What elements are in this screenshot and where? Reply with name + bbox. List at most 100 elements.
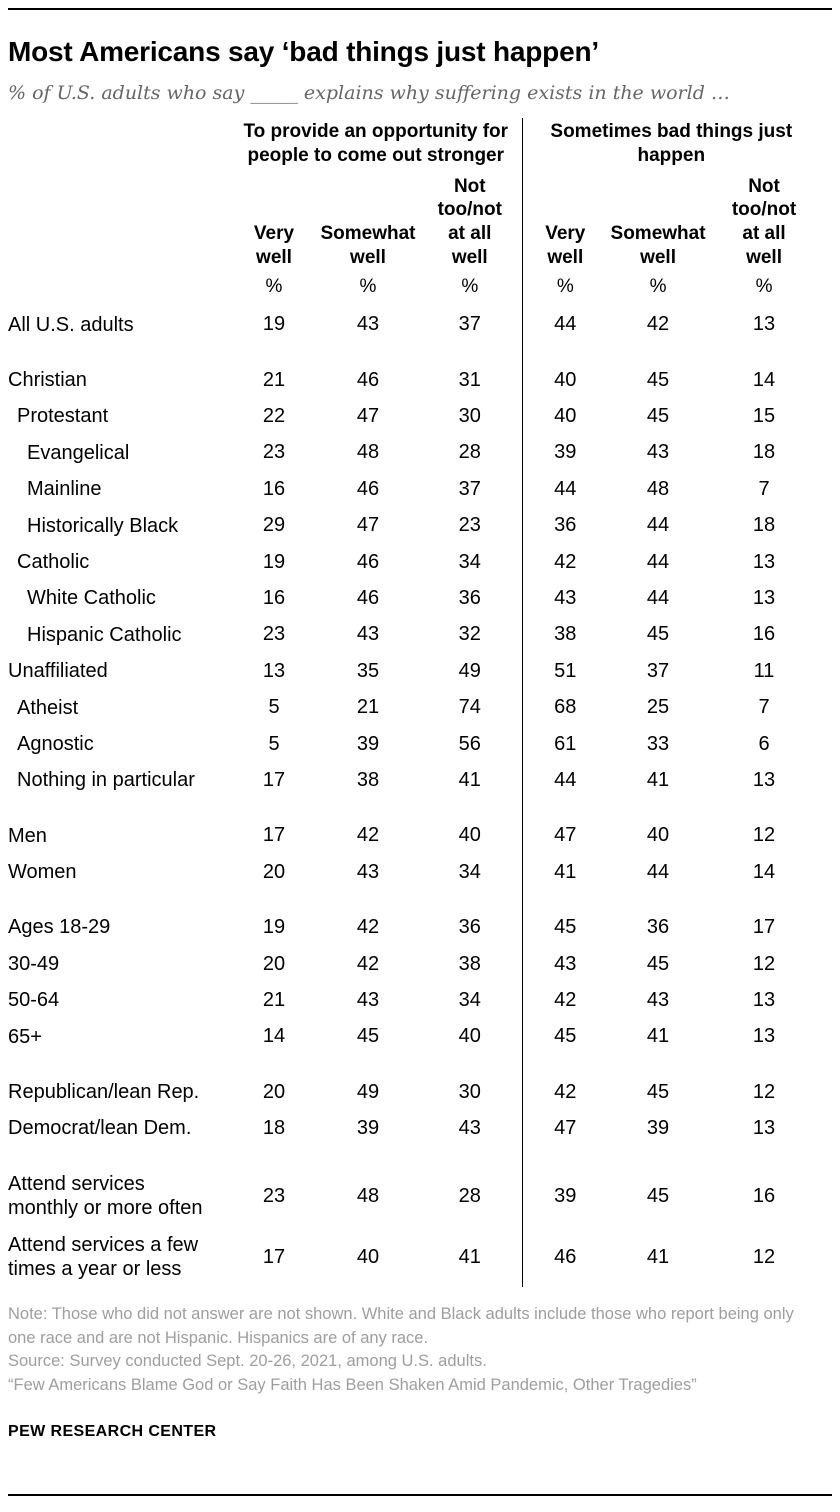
- value-cell: 43: [356, 988, 380, 1011]
- value-cell: 42: [356, 952, 380, 975]
- row-label: Evangelical: [27, 441, 130, 464]
- value-cell: 38: [356, 769, 380, 791]
- value-cell: 34: [458, 860, 481, 883]
- stat-table: To provide an opportunity for people to …: [8, 118, 821, 1288]
- value-cell: 40: [521, 398, 609, 435]
- value-cell: 47: [356, 514, 380, 537]
- page-subtitle: % of U.S. adults who say _____ explains …: [8, 82, 730, 104]
- value-cell: 6: [758, 732, 770, 755]
- value-cell: 44: [646, 860, 670, 883]
- value-cell: 7: [758, 696, 770, 719]
- source-text: Source: Survey conducted Sept. 20-26, 20…: [8, 1352, 487, 1371]
- value-cell: 41: [646, 1025, 670, 1048]
- value-cell: 18: [752, 441, 776, 464]
- value-cell: 14: [262, 1025, 286, 1048]
- value-cell: 20: [262, 860, 286, 883]
- value-cell: 18: [752, 514, 776, 537]
- value-cell: 23: [262, 441, 286, 464]
- table-row: 50-64 21 43 34 42 43 13: [8, 982, 820, 1019]
- table-row: 30-49 20 42 38 43 45 12: [8, 945, 820, 983]
- value-cell: 12: [752, 824, 776, 847]
- value-cell: 44: [646, 587, 670, 610]
- value-cell: 17: [262, 1245, 286, 1268]
- row-label: Atheist: [17, 696, 79, 719]
- value-cell: 45: [646, 623, 670, 646]
- table-row: Attend services monthly or more often 23 4…: [8, 1146, 820, 1227]
- value-cell: 37: [646, 659, 670, 682]
- row-label: Attend services a few times a year or le…: [8, 1233, 199, 1280]
- value-cell: 51: [521, 653, 609, 690]
- value-cell: 34: [458, 550, 481, 573]
- table-row: Men 17 42 40 47 40 12: [8, 798, 820, 855]
- value-cell: 34: [458, 988, 481, 1011]
- value-cell: 14: [752, 368, 776, 391]
- value-cell: 45: [646, 405, 670, 428]
- value-cell: 36: [458, 587, 481, 610]
- unit-cell: %: [755, 275, 773, 297]
- value-cell: 23: [262, 623, 286, 646]
- value-cell: 44: [521, 762, 609, 799]
- unit-cell: %: [461, 275, 479, 297]
- value-cell: 31: [458, 368, 481, 391]
- value-cell: 19: [262, 313, 286, 336]
- value-cell: 40: [521, 343, 609, 399]
- group-header-stronger: To provide an opportunity for people to …: [243, 121, 509, 167]
- value-cell: 19: [262, 916, 286, 939]
- unit-cell: %: [265, 275, 283, 297]
- value-cell: 46: [356, 550, 380, 573]
- value-cell: 44: [521, 306, 609, 344]
- table-row: Mainline 16 46 37 44 48 7: [8, 471, 820, 508]
- value-cell: 46: [356, 368, 380, 391]
- value-cell: 41: [458, 769, 481, 791]
- value-cell: 46: [521, 1226, 609, 1288]
- value-cell: 45: [521, 1018, 609, 1056]
- value-cell: 17: [752, 916, 776, 939]
- value-cell: 21: [262, 988, 286, 1011]
- value-cell: 16: [752, 623, 776, 646]
- value-cell: 20: [262, 1080, 286, 1103]
- row-label: Mainline: [27, 478, 102, 501]
- value-cell: 43: [521, 945, 609, 983]
- value-cell: 61: [521, 725, 609, 763]
- value-cell: 25: [646, 696, 670, 719]
- pew-research-center-brand: PEW RESEARCH CENTER: [8, 1423, 217, 1441]
- value-cell: 56: [458, 732, 481, 755]
- value-cell: 47: [356, 405, 380, 428]
- row-label: All U.S. adults: [8, 313, 134, 336]
- value-cell: 36: [458, 916, 481, 939]
- value-cell: 5: [268, 696, 280, 719]
- group-header-bad-things: Sometimes bad things just happen: [521, 118, 821, 173]
- table-row: Christian 21 46 31 40 45 14: [8, 343, 820, 399]
- note-text: Note: Those who did not answer are not s…: [8, 1305, 794, 1347]
- value-cell: 22: [262, 405, 286, 428]
- value-cell: 23: [262, 1184, 286, 1207]
- column-header: Somewhat well: [610, 223, 706, 268]
- value-cell: 43: [356, 313, 380, 336]
- value-cell: 49: [458, 659, 481, 682]
- value-cell: 43: [521, 580, 609, 617]
- value-cell: 17: [262, 769, 286, 791]
- value-cell: 28: [458, 441, 481, 464]
- unit-cell: %: [359, 275, 377, 297]
- row-label: White Catholic: [27, 587, 156, 610]
- table-row: Women 20 43 34 41 44 14: [8, 854, 820, 891]
- row-label: Nothing in particular: [17, 769, 195, 792]
- value-cell: 13: [752, 1117, 776, 1140]
- value-cell: 74: [458, 696, 481, 719]
- value-cell: 32: [458, 623, 481, 646]
- value-cell: 46: [356, 477, 380, 500]
- table-row: Nothing in particular 17 38 41 44 41 13: [8, 762, 820, 799]
- value-cell: 45: [646, 1184, 670, 1207]
- value-cell: 14: [752, 860, 776, 883]
- value-cell: 16: [262, 477, 286, 500]
- value-cell: 41: [521, 854, 609, 891]
- table-row: Democrat/lean Dem. 18 39 43 47 39 13: [8, 1110, 820, 1147]
- value-cell: 23: [458, 514, 481, 537]
- table-row: Protestant 22 47 30 40 45 15: [8, 398, 820, 435]
- row-label: Historically Black: [27, 514, 179, 537]
- value-cell: 12: [752, 1080, 776, 1103]
- value-cell: 41: [646, 769, 670, 791]
- value-cell: 13: [752, 313, 776, 336]
- group-header-spacer: [8, 118, 230, 173]
- value-cell: 42: [521, 543, 609, 581]
